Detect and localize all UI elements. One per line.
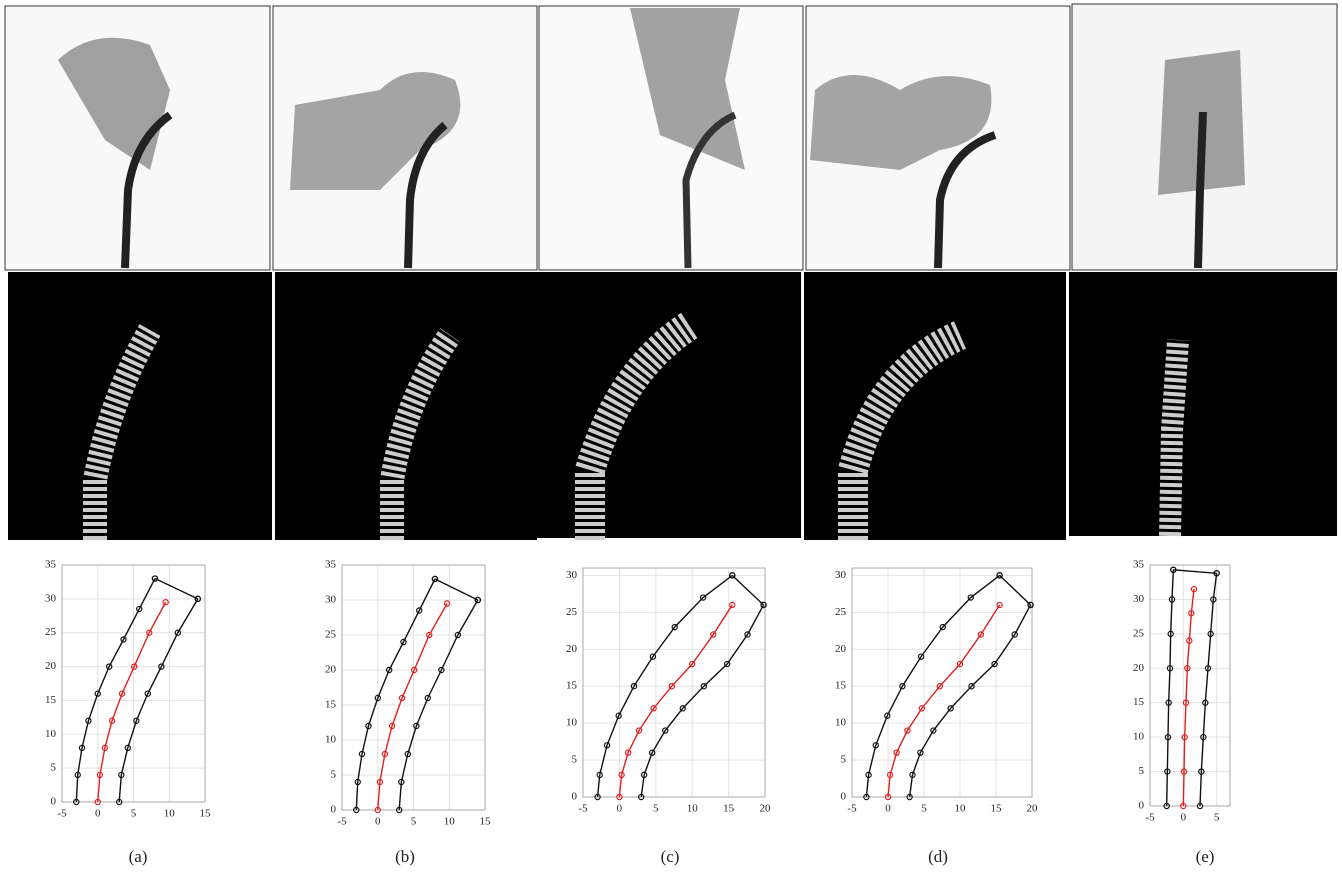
xray-image xyxy=(1072,4,1337,270)
x-tick-label: 15 xyxy=(480,816,492,828)
y-tick-label: 25 xyxy=(566,606,578,618)
x-tick-label: -5 xyxy=(57,808,67,820)
x-tick-label: 0 xyxy=(1181,812,1187,824)
y-tick-label: 25 xyxy=(45,626,57,638)
y-tick-label: 5 xyxy=(841,754,847,766)
x-tick-label: 0 xyxy=(375,816,381,828)
y-tick-label: 5 xyxy=(1139,765,1145,777)
xray-row xyxy=(5,4,1337,270)
y-tick-label: 15 xyxy=(1133,696,1145,708)
x-tick-label: 15 xyxy=(200,808,212,820)
caption: (d) xyxy=(928,847,948,866)
y-tick-label: 5 xyxy=(572,754,578,766)
x-tick-label: 15 xyxy=(723,803,735,815)
series-line xyxy=(732,575,763,605)
caption: (c) xyxy=(661,847,680,866)
series-line xyxy=(1000,575,1031,605)
x-tick-label: 10 xyxy=(164,808,176,820)
axes-frame xyxy=(583,568,765,797)
y-tick-label: 20 xyxy=(1133,662,1145,674)
y-tick-label: 10 xyxy=(835,717,847,729)
y-tick-label: 5 xyxy=(51,762,57,774)
y-tick-label: 0 xyxy=(1139,800,1145,812)
y-tick-label: 35 xyxy=(45,559,57,571)
y-tick-label: 15 xyxy=(566,680,578,692)
x-tick-label: 20 xyxy=(1027,803,1039,815)
y-tick-label: 0 xyxy=(841,791,847,803)
page: -505101505101520253035(a)-50510150510152… xyxy=(0,0,1342,876)
y-tick-label: 10 xyxy=(325,734,337,746)
x-tick-label: -5 xyxy=(1145,812,1155,824)
y-tick-label: 15 xyxy=(45,694,57,706)
render-image xyxy=(537,272,801,538)
y-tick-label: 30 xyxy=(566,569,578,581)
y-tick-label: 10 xyxy=(1133,731,1145,743)
y-tick-label: 20 xyxy=(566,643,578,655)
x-tick-label: -5 xyxy=(337,816,347,828)
render-image xyxy=(8,272,272,540)
x-tick-label: 5 xyxy=(1214,812,1220,824)
xray-image xyxy=(539,6,803,270)
series-line xyxy=(155,579,198,599)
series-line xyxy=(435,579,478,600)
x-tick-label: 5 xyxy=(653,803,659,815)
y-tick-label: 25 xyxy=(835,606,847,618)
x-tick-label: 10 xyxy=(955,803,967,815)
x-tick-label: 20 xyxy=(760,803,772,815)
x-tick-label: 5 xyxy=(411,816,417,828)
caption: (a) xyxy=(129,847,148,866)
x-tick-label: 0 xyxy=(617,803,623,815)
x-tick-label: -5 xyxy=(578,803,588,815)
x-tick-label: 15 xyxy=(991,803,1003,815)
y-tick-label: 20 xyxy=(325,664,337,676)
series-line xyxy=(378,604,447,811)
x-tick-label: 10 xyxy=(687,803,699,815)
y-tick-label: 30 xyxy=(45,592,57,604)
xray-image xyxy=(273,6,537,270)
y-tick-label: 20 xyxy=(835,643,847,655)
caption: (e) xyxy=(1196,847,1215,866)
caption: (b) xyxy=(395,847,415,866)
x-tick-label: 0 xyxy=(95,808,101,820)
y-tick-label: 30 xyxy=(1133,593,1145,605)
xray-image xyxy=(5,6,270,270)
y-tick-label: 25 xyxy=(325,629,337,641)
y-tick-label: 10 xyxy=(566,717,578,729)
y-tick-label: 35 xyxy=(325,559,337,571)
y-tick-label: 20 xyxy=(45,660,57,672)
xray-image xyxy=(806,6,1070,270)
x-tick-label: -5 xyxy=(847,803,857,815)
series-line xyxy=(1173,570,1216,573)
y-tick-label: 30 xyxy=(325,594,337,606)
axes-frame xyxy=(852,568,1032,797)
render-image xyxy=(804,272,1066,540)
y-tick-label: 0 xyxy=(572,791,578,803)
y-tick-label: 15 xyxy=(835,680,847,692)
y-tick-label: 5 xyxy=(331,769,337,781)
render-row xyxy=(8,272,1337,540)
series-line xyxy=(98,602,166,802)
x-tick-label: 0 xyxy=(885,803,891,815)
y-tick-label: 0 xyxy=(51,796,57,808)
x-tick-label: 5 xyxy=(921,803,927,815)
render-image xyxy=(1069,272,1337,536)
x-tick-label: 5 xyxy=(131,808,137,820)
axes-frame xyxy=(1150,565,1230,806)
figure: -505101505101520253035(a)-50510150510152… xyxy=(0,0,1342,876)
y-tick-label: 30 xyxy=(835,569,847,581)
y-tick-label: 10 xyxy=(45,728,57,740)
y-tick-label: 35 xyxy=(1133,559,1145,571)
y-tick-label: 0 xyxy=(331,804,337,816)
y-tick-label: 15 xyxy=(325,699,337,711)
x-tick-label: 10 xyxy=(444,816,456,828)
y-tick-label: 25 xyxy=(1133,627,1145,639)
